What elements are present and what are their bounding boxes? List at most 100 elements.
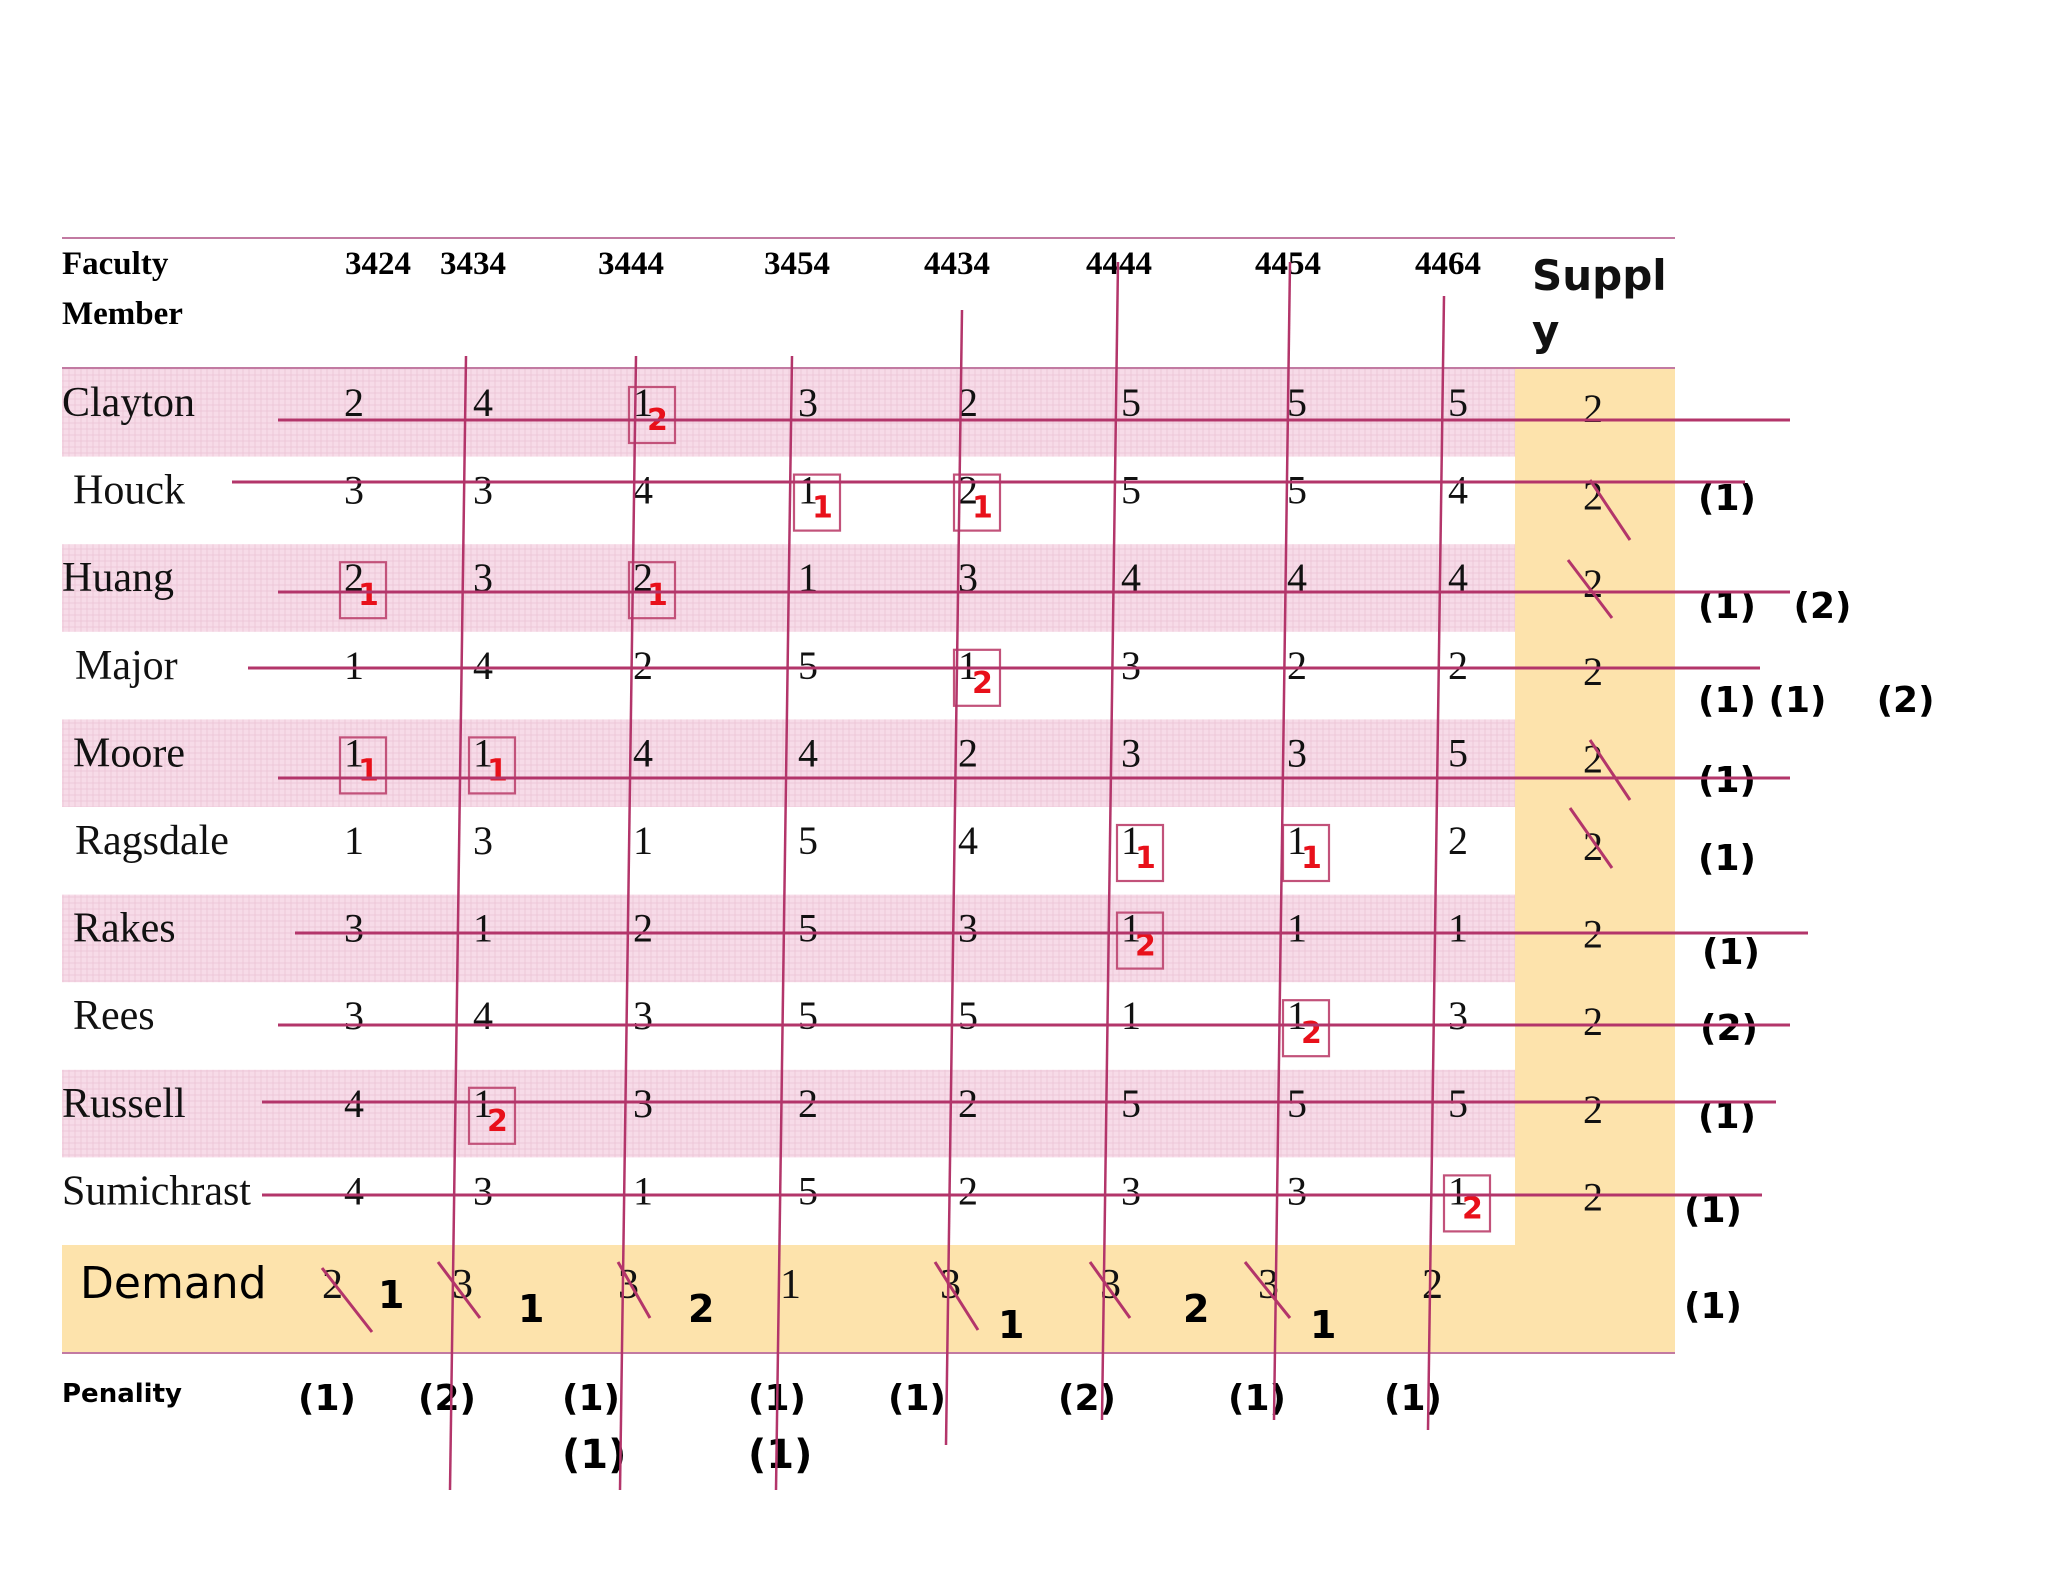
demand-slash bbox=[1088, 1261, 1132, 1319]
cost-cell: 5 bbox=[798, 818, 818, 863]
cost-cell: 5 bbox=[1448, 380, 1468, 425]
demand-cell: 2 bbox=[1422, 1262, 1443, 1308]
cost-cell: 3 bbox=[344, 906, 364, 951]
row-band bbox=[62, 719, 1515, 807]
cost-cell: 1 bbox=[1287, 906, 1307, 951]
cost-cell: 2 bbox=[958, 380, 978, 425]
column-penalty: (2) bbox=[1058, 1378, 1116, 1419]
allocation-box bbox=[1281, 999, 1331, 1058]
column-strike bbox=[1272, 261, 1292, 1421]
cost-cell: 5 bbox=[1448, 730, 1468, 775]
cost-cell: 2 bbox=[344, 380, 364, 425]
column-strike bbox=[774, 355, 794, 1491]
demand-cell: 1 bbox=[780, 1262, 801, 1308]
course-header: 4454 bbox=[1255, 246, 1321, 282]
cost-cell: 5 bbox=[798, 906, 818, 951]
cost-cell: 2 bbox=[1448, 818, 1468, 863]
cost-cell: 1 bbox=[344, 818, 364, 863]
cost-cell: 1 bbox=[1121, 993, 1141, 1038]
row-penalty: (2) bbox=[1700, 1008, 1758, 1049]
allocation-box bbox=[952, 473, 1002, 532]
cost-cell: 5 bbox=[1287, 380, 1307, 425]
cost-cell: 5 bbox=[798, 643, 818, 688]
cost-cell: 3 bbox=[1287, 730, 1307, 775]
demand-remaining: 2 bbox=[688, 1287, 714, 1331]
cost-cell: 4 bbox=[473, 380, 493, 425]
allocation-box bbox=[792, 473, 842, 532]
cost-cell: 4 bbox=[1121, 555, 1141, 600]
column-strike bbox=[1100, 261, 1120, 1421]
cost-cell: 2 bbox=[633, 555, 653, 600]
cost-cell: 1 bbox=[1448, 1168, 1468, 1213]
cost-cell: 4 bbox=[1448, 468, 1468, 513]
faculty-name: Huang bbox=[62, 555, 174, 601]
allocation-value: 1 bbox=[358, 753, 379, 788]
column-penalty: (1) bbox=[1384, 1378, 1442, 1419]
supply-cell: 2 bbox=[1583, 386, 1603, 431]
demand-slash bbox=[436, 1261, 482, 1319]
cost-cell: 1 bbox=[1287, 993, 1307, 1038]
allocation-value: 1 bbox=[1301, 841, 1322, 876]
cost-cell: 2 bbox=[958, 730, 978, 775]
allocation-box bbox=[1115, 823, 1165, 883]
row-band bbox=[62, 1069, 1515, 1158]
supply-cell: 2 bbox=[1583, 649, 1603, 694]
column-strike bbox=[1426, 295, 1446, 1431]
course-headers: 34243434344434544434444444544464 bbox=[345, 246, 1481, 282]
demand-row-penalty: (1) bbox=[1684, 1286, 1742, 1327]
allocation-value: 1 bbox=[812, 491, 833, 526]
allocation-box bbox=[627, 385, 677, 445]
member-header: Member bbox=[62, 296, 183, 332]
cost-cell: 2 bbox=[633, 906, 653, 951]
allocation-box bbox=[1442, 1174, 1492, 1233]
cost-cell: 4 bbox=[958, 818, 978, 863]
cost-cell: 1 bbox=[344, 730, 364, 775]
course-header: 3444 bbox=[598, 246, 664, 282]
allocation-value: 2 bbox=[1301, 1016, 1322, 1051]
supply-cell: 2 bbox=[1583, 999, 1603, 1044]
allocation-box bbox=[627, 561, 677, 620]
background-bands bbox=[62, 368, 1675, 1353]
course-header: 4434 bbox=[924, 246, 990, 282]
allocation-box bbox=[1115, 911, 1165, 970]
allocation-value: 2 bbox=[487, 1104, 508, 1139]
demand-slash bbox=[933, 1261, 980, 1331]
cost-cell: 1 bbox=[473, 730, 493, 775]
row-band bbox=[62, 894, 1515, 983]
column-penalty: (2) bbox=[418, 1378, 476, 1419]
allocation-value: 2 bbox=[972, 666, 993, 701]
demand-remaining: 1 bbox=[378, 1273, 404, 1317]
cost-cell: 4 bbox=[798, 730, 818, 775]
allocation-box bbox=[338, 736, 388, 795]
supply-slash bbox=[1588, 479, 1632, 541]
column-penalty: (1) bbox=[1228, 1378, 1286, 1419]
row-penalty: (1) bbox=[1698, 760, 1756, 801]
cost-cell: 3 bbox=[473, 1168, 493, 1213]
cost-cell: 3 bbox=[958, 906, 978, 951]
cost-cell: 4 bbox=[633, 730, 653, 775]
faculty-name: Sumichrast bbox=[62, 1168, 251, 1214]
cost-cell: 2 bbox=[1448, 643, 1468, 688]
supply-header-line1: Suppl bbox=[1532, 251, 1667, 300]
allocation-value: 1 bbox=[487, 753, 508, 788]
column-penalty-second: (1) bbox=[748, 1432, 812, 1478]
cost-cell: 5 bbox=[798, 993, 818, 1038]
cost-cell: 5 bbox=[1287, 468, 1307, 513]
penalty-annotations: (1) (2) (1) (1) (1) (2) (1) (1) (1) (1) (1) (1) (2)… bbox=[298, 478, 1935, 1478]
cost-cell: 2 bbox=[958, 1168, 978, 1213]
cost-cell: 3 bbox=[958, 555, 978, 600]
demand-remaining: 2 bbox=[1183, 1287, 1209, 1331]
cost-cell: 1 bbox=[633, 380, 653, 425]
supply-slash bbox=[1568, 807, 1614, 869]
cost-cell: 5 bbox=[798, 1168, 818, 1213]
cost-cell: 1 bbox=[1287, 818, 1307, 863]
supply-slash bbox=[1566, 559, 1614, 619]
cost-cell: 4 bbox=[1448, 555, 1468, 600]
column-strike bbox=[944, 309, 964, 1446]
faculty-name: Houck bbox=[73, 468, 185, 514]
cost-cell: 2 bbox=[958, 468, 978, 513]
cost-cell: 4 bbox=[473, 993, 493, 1038]
